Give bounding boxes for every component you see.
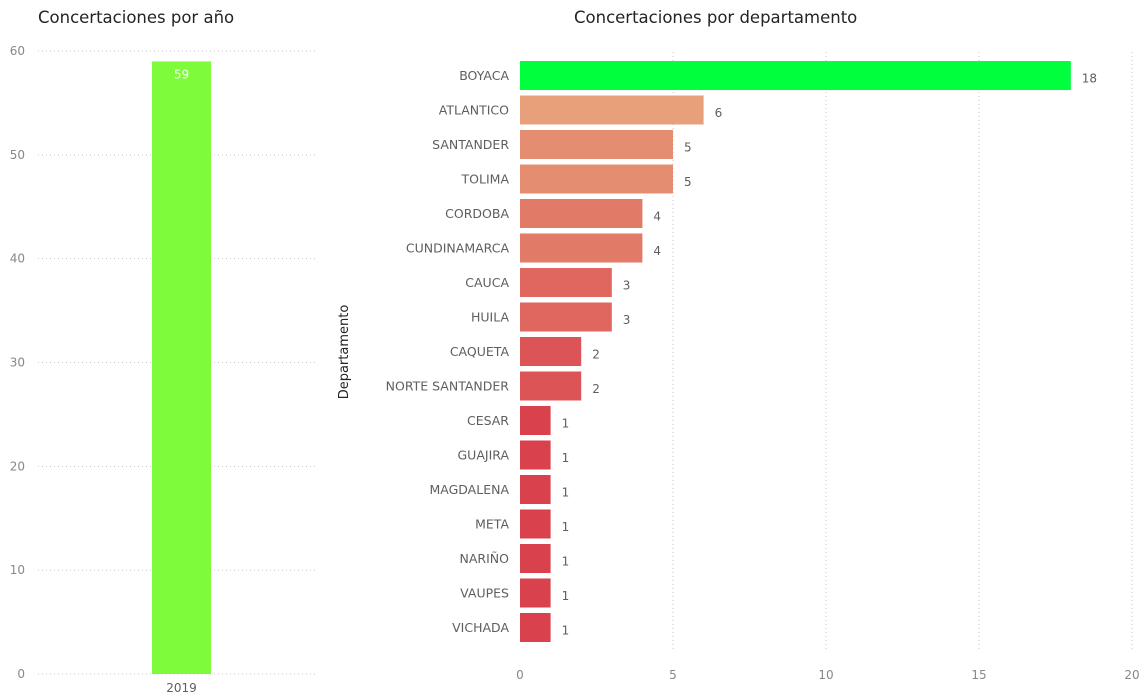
department-bar[interactable] [520, 164, 673, 194]
department-bar-data-label: 1 [562, 486, 570, 500]
year-y-tick-label: 0 [17, 667, 25, 681]
department-category-label: NORTE SANTANDER [386, 379, 510, 394]
department-bar-data-label: 1 [562, 624, 570, 638]
department-category-label: TOLIMA [461, 172, 510, 187]
department-bar-data-label: 2 [592, 382, 600, 396]
department-bar-data-label: 3 [623, 279, 631, 293]
year-y-tick-label: 30 [10, 356, 25, 370]
department-x-tick-label: 0 [516, 668, 524, 682]
year-bar-data-label: 59 [174, 67, 189, 81]
department-category-label: VICHADA [452, 620, 509, 635]
department-bar[interactable] [520, 95, 704, 125]
department-chart-title: Concertaciones por departamento [574, 8, 858, 27]
department-category-label: META [475, 517, 509, 532]
year-chart[interactable]: 0 10 20 30 40 50 60 59 2019 [10, 44, 318, 695]
department-bar[interactable] [520, 544, 551, 573]
department-bar[interactable] [520, 406, 551, 435]
department-bar-data-label: 5 [684, 175, 692, 189]
year-bar[interactable] [152, 61, 211, 674]
year-y-tick-label: 50 [10, 148, 25, 162]
department-bar[interactable] [520, 268, 612, 297]
department-category-label: GUAJIRA [458, 448, 510, 463]
department-bar[interactable] [520, 302, 612, 332]
department-category-label: CESAR [467, 413, 509, 428]
department-bar-data-label: 4 [653, 244, 661, 258]
department-bar-data-label: 6 [715, 106, 723, 120]
department-category-label: CORDOBA [445, 206, 509, 221]
department-category-label: CUNDINAMARCA [406, 241, 510, 256]
year-chart-title: Concertaciones por año [38, 8, 235, 27]
year-y-tick-label: 40 [10, 252, 25, 266]
department-bar-data-label: 18 [1082, 72, 1097, 86]
department-category-label: CAQUETA [450, 344, 510, 359]
year-y-tick-label: 20 [10, 459, 25, 473]
department-bar-data-label: 4 [653, 210, 661, 224]
department-bar-data-label: 1 [562, 520, 570, 534]
department-bar[interactable] [520, 199, 643, 228]
department-bar[interactable] [520, 613, 551, 642]
department-bar-data-label: 1 [562, 417, 570, 431]
department-bar[interactable] [520, 578, 551, 608]
department-x-tick-label: 20 [1124, 668, 1139, 682]
year-y-tick-label: 10 [10, 563, 25, 577]
department-category-label: HUILA [471, 310, 509, 325]
department-bar[interactable] [520, 440, 551, 470]
department-bar[interactable] [520, 233, 643, 263]
department-category-label: VAUPES [460, 586, 509, 601]
department-bar[interactable] [520, 509, 551, 539]
department-category-label: BOYACA [459, 68, 509, 83]
department-x-tick-label: 10 [818, 668, 833, 682]
year-y-tick-label: 60 [10, 44, 25, 58]
department-bar[interactable] [520, 475, 551, 504]
department-bar[interactable] [520, 130, 673, 159]
department-axis-title: Departamento [337, 305, 352, 400]
department-category-label: NARIÑO [460, 551, 510, 566]
department-category-label: MAGDALENA [429, 482, 509, 497]
department-bar-data-label: 5 [684, 141, 692, 155]
year-x-tick-label: 2019 [166, 681, 197, 695]
department-category-label: ATLANTICO [439, 103, 509, 118]
department-bar-data-label: 1 [562, 555, 570, 569]
department-category-label: SANTANDER [432, 137, 509, 152]
department-bar[interactable] [520, 61, 1071, 90]
department-category-label: CAUCA [465, 275, 509, 290]
department-bar-data-label: 3 [623, 313, 631, 327]
department-bar-data-label: 2 [592, 348, 600, 362]
department-bar[interactable] [520, 337, 582, 366]
department-bar-data-label: 1 [562, 451, 570, 465]
department-x-tick-label: 15 [971, 668, 986, 682]
department-bar[interactable] [520, 371, 582, 401]
department-x-tick-label: 5 [669, 668, 677, 682]
department-bar-data-label: 1 [562, 589, 570, 603]
